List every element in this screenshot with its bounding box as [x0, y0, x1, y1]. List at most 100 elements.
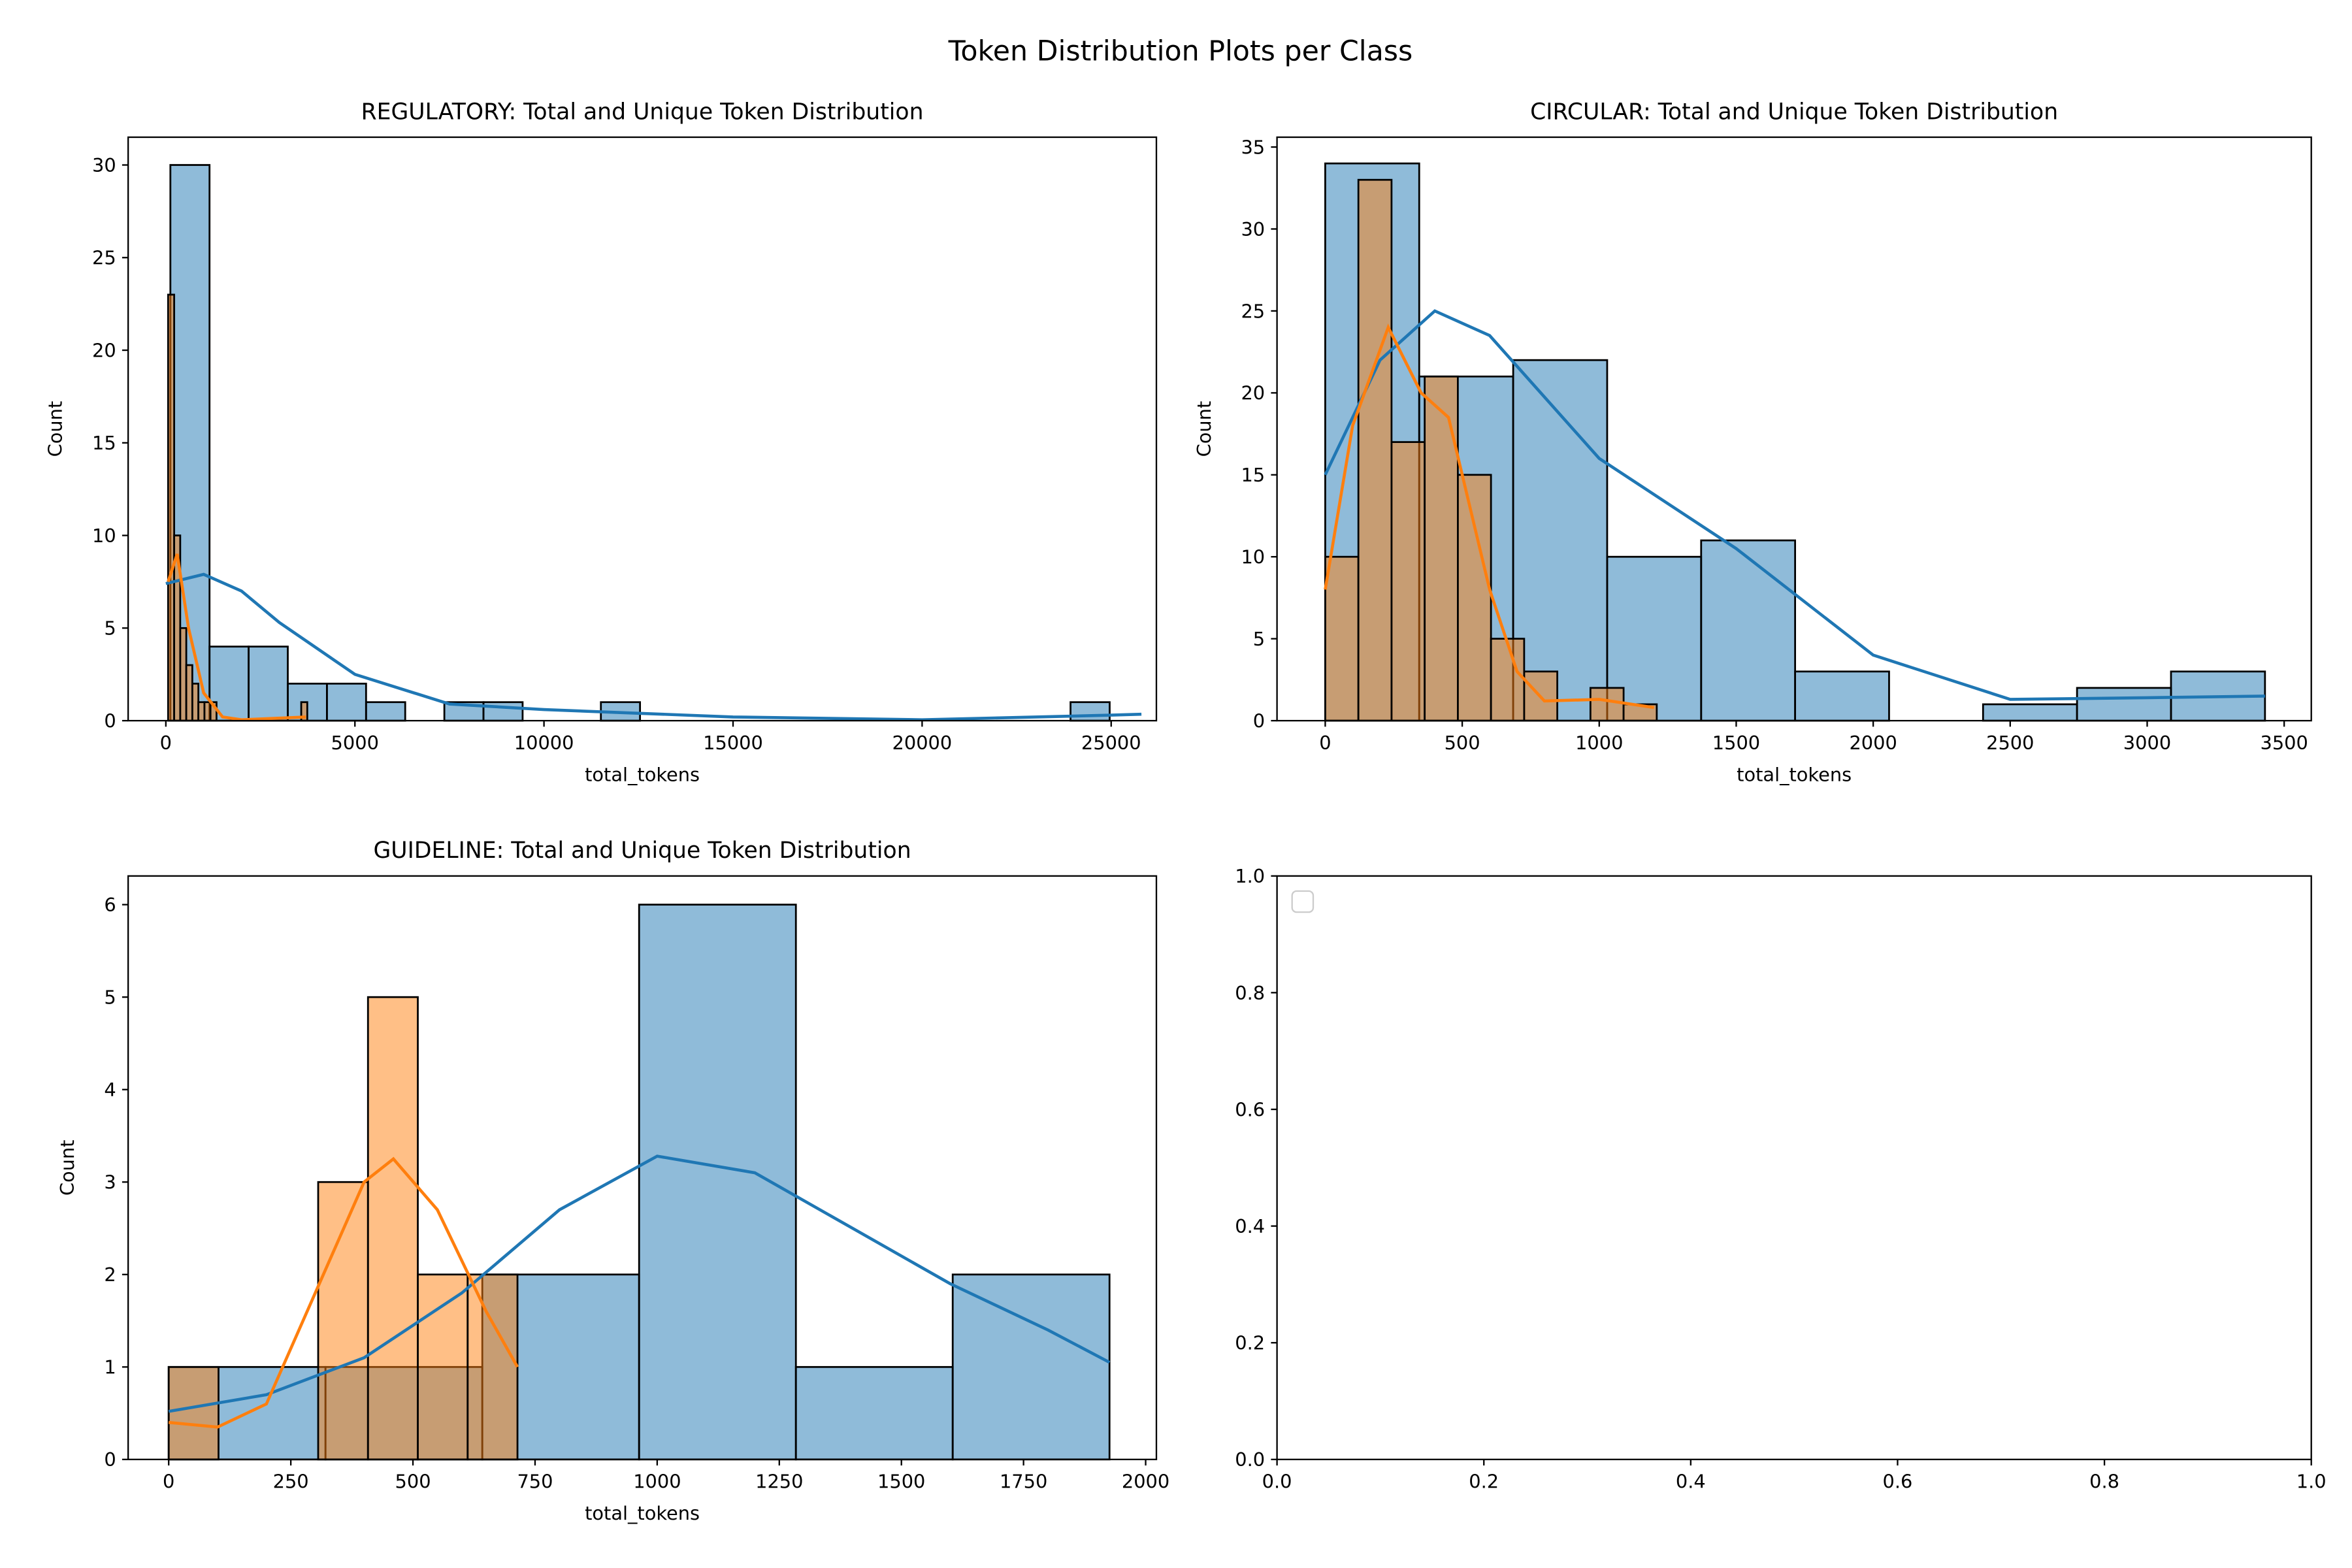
histogram-bar — [951, 1273, 1111, 1461]
y-axis-label: Count — [44, 401, 67, 457]
x-tick-label: 20000 — [892, 732, 953, 754]
y-tick-label: 25 — [1241, 300, 1265, 322]
histogram-bar — [1424, 375, 1459, 722]
x-tick-label: 0.8 — [2089, 1471, 2119, 1493]
y-tick-label: 5 — [104, 987, 116, 1009]
axes-title: REGULATORY: Total and Unique Token Distr… — [361, 99, 924, 125]
x-axis-label: total_tokens — [585, 763, 700, 785]
histogram-bar — [365, 701, 406, 722]
y-tick-label: 30 — [1241, 218, 1265, 240]
y-tick-label: 15 — [92, 432, 116, 454]
histogram-bar — [417, 1273, 469, 1461]
y-tick-label: 25 — [92, 247, 116, 269]
histogram-bar — [367, 996, 419, 1461]
x-tick-label: 10000 — [514, 732, 574, 754]
x-tick-label: 0 — [1319, 732, 1331, 754]
y-tick-label: 0.4 — [1235, 1215, 1265, 1237]
x-tick-label: 5000 — [331, 732, 379, 754]
axes-frame — [127, 875, 1158, 1460]
x-tick-label: 500 — [1445, 732, 1480, 754]
y-tick-label: 15 — [1241, 464, 1265, 486]
x-tick-label: 0 — [160, 732, 172, 754]
y-tick-label: 4 — [104, 1079, 116, 1101]
histogram-bar — [1794, 670, 1890, 722]
histogram-bar — [248, 645, 289, 722]
histogram-bar — [167, 293, 175, 722]
histogram-bar — [1390, 441, 1426, 722]
x-tick-label: 750 — [517, 1471, 553, 1493]
x-tick-label: 0.6 — [1883, 1471, 1913, 1493]
y-tick-label: 0 — [1253, 710, 1265, 732]
y-tick-label: 35 — [1241, 136, 1265, 158]
x-tick-label: 0.0 — [1262, 1471, 1292, 1493]
y-tick-label: 30 — [92, 154, 116, 176]
y-axis-label: Count — [1193, 401, 1215, 457]
x-tick-label: 2500 — [1986, 732, 2034, 754]
x-tick-label: 0.4 — [1676, 1471, 1706, 1493]
histogram-bar — [179, 627, 188, 722]
kde-line — [167, 553, 306, 721]
y-tick-label: 0.0 — [1235, 1448, 1265, 1471]
x-axis-label: total_tokens — [1737, 763, 1852, 785]
y-tick-label: 0 — [104, 710, 116, 732]
x-tick-label: 250 — [273, 1471, 309, 1493]
legend-box — [1291, 890, 1315, 913]
x-tick-label: 3500 — [2260, 732, 2308, 754]
x-tick-label: 1000 — [1575, 732, 1623, 754]
x-tick-label: 1500 — [1712, 732, 1760, 754]
histogram-bar — [1490, 638, 1526, 722]
histogram-bar — [1700, 539, 1797, 722]
y-tick-label: 3 — [104, 1171, 116, 1194]
y-tick-label: 20 — [92, 339, 116, 361]
histogram-bar — [1589, 687, 1625, 722]
histogram-bar — [191, 682, 200, 722]
y-tick-label: 6 — [104, 894, 116, 916]
kde-line — [1324, 309, 2265, 701]
axes-frame — [1276, 875, 2312, 1460]
x-tick-label: 0.2 — [1469, 1471, 1499, 1493]
y-tick-label: 20 — [1241, 382, 1265, 404]
x-tick-label: 2000 — [1122, 1471, 1169, 1493]
kde-line — [168, 1156, 519, 1429]
x-tick-label: 1.0 — [2296, 1471, 2327, 1493]
axes-frame — [1276, 136, 2312, 722]
y-tick-label: 10 — [1241, 546, 1265, 568]
histogram-bar — [326, 682, 367, 722]
y-tick-label: 1 — [104, 1356, 116, 1379]
histogram-bar — [1357, 178, 1393, 722]
axes-title: GUIDELINE: Total and Unique Token Distri… — [373, 838, 911, 864]
y-tick-label: 2 — [104, 1264, 116, 1286]
histogram-bar — [1070, 701, 1111, 722]
y-tick-label: 5 — [1253, 628, 1265, 650]
y-tick-label: 0.2 — [1235, 1332, 1265, 1354]
histogram-bar — [197, 701, 206, 722]
x-tick-label: 15000 — [703, 732, 763, 754]
histogram-bar — [185, 664, 193, 722]
figure-title: Token Distribution Plots per Class — [948, 35, 1413, 67]
histogram-bar — [2076, 687, 2172, 722]
axes-frame — [127, 136, 1158, 722]
x-tick-label: 0 — [163, 1471, 174, 1493]
x-tick-label: 500 — [395, 1471, 431, 1493]
x-tick-label: 1500 — [877, 1471, 925, 1493]
y-tick-label: 1.0 — [1235, 865, 1265, 887]
x-tick-label: 1000 — [633, 1471, 681, 1493]
y-tick-label: 0.8 — [1235, 982, 1265, 1004]
histogram-bar — [203, 701, 212, 722]
kde-line — [168, 1154, 1111, 1413]
y-tick-label: 0 — [104, 1448, 116, 1471]
y-tick-label: 0.6 — [1235, 1098, 1265, 1120]
histogram-bar — [794, 1365, 954, 1461]
x-axis-label: total_tokens — [585, 1502, 700, 1524]
histogram-bar — [167, 1365, 220, 1461]
histogram-bar — [1512, 359, 1609, 722]
kde-line — [165, 572, 1142, 721]
histogram-bar — [1457, 474, 1492, 722]
y-tick-label: 10 — [92, 525, 116, 547]
x-tick-label: 25000 — [1081, 732, 1141, 754]
axes-title: CIRCULAR: Total and Unique Token Distrib… — [1530, 99, 2058, 125]
kde-line — [1324, 323, 1654, 710]
y-axis-label: Count — [56, 1139, 78, 1196]
